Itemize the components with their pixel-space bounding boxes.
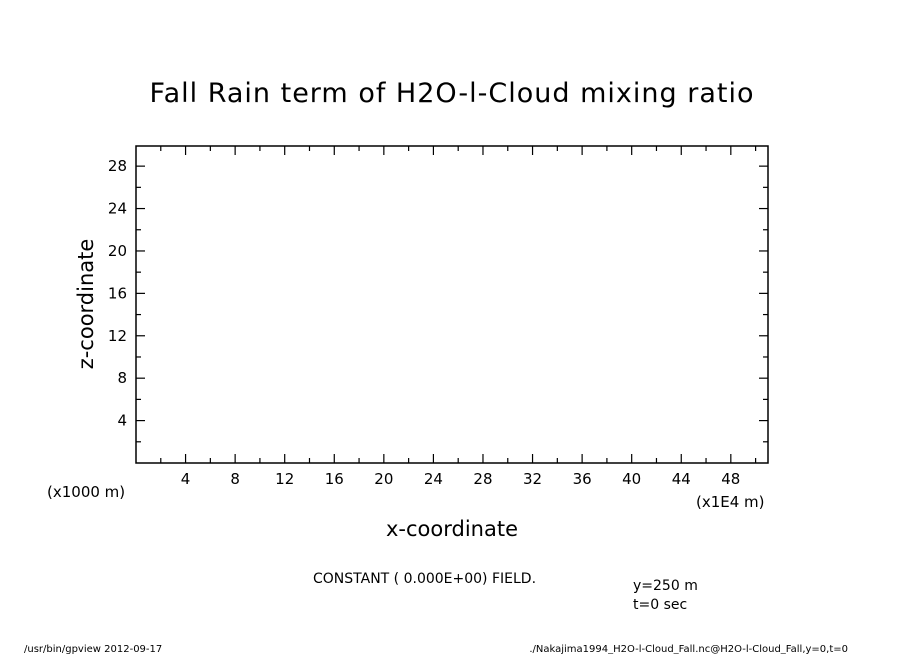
footer-left: /usr/bin/gpview 2012-09-17	[24, 644, 162, 654]
x-axis-label: x-coordinate	[386, 517, 518, 541]
x-tick-label: 36	[573, 470, 592, 488]
field-message: CONSTANT ( 0.000E+00) FIELD.	[313, 571, 536, 587]
footer-right: ./Nakajima1994_H2O-l-Cloud_Fall.nc@H2O-l…	[529, 644, 848, 654]
x-tick-labels: 4 8 12 16 20 24 28 32 36 40 44 48	[181, 470, 741, 488]
x-unit-label: (x1E4 m)	[696, 493, 765, 511]
x-tick-label: 24	[424, 470, 443, 488]
x-tick-label: 44	[672, 470, 691, 488]
y-axis-label: z-coordinate	[74, 239, 98, 370]
y-tick-label: 12	[108, 327, 127, 345]
x-tick-label: 8	[230, 470, 240, 488]
x-tick-label: 48	[721, 470, 740, 488]
x-tick-label: 12	[275, 470, 294, 488]
y-tick-label: 4	[117, 412, 127, 430]
y-tick-label: 28	[108, 157, 127, 175]
y-tick-label: 24	[108, 200, 127, 218]
x-tick-label: 28	[473, 470, 492, 488]
x-tick-label: 20	[374, 470, 393, 488]
plot-frame	[135, 145, 769, 464]
y-tick-label: 20	[108, 242, 127, 260]
axis-ticks	[136, 146, 768, 463]
y-tick-labels: 4 8 12 16 20 24 28	[108, 157, 127, 429]
y-unit-label: (x1000 m)	[47, 483, 125, 501]
y-tick-label: 16	[108, 284, 127, 302]
x-tick-label: 4	[181, 470, 191, 488]
x-tick-label: 40	[622, 470, 641, 488]
annotation-y: y=250 m	[633, 578, 698, 594]
chart-title: Fall Rain term of H2O-l-Cloud mixing rat…	[150, 78, 755, 109]
y-tick-label: 8	[117, 369, 127, 387]
annotation-t: t=0 sec	[633, 597, 687, 613]
x-tick-label: 32	[523, 470, 542, 488]
x-tick-label: 16	[325, 470, 344, 488]
